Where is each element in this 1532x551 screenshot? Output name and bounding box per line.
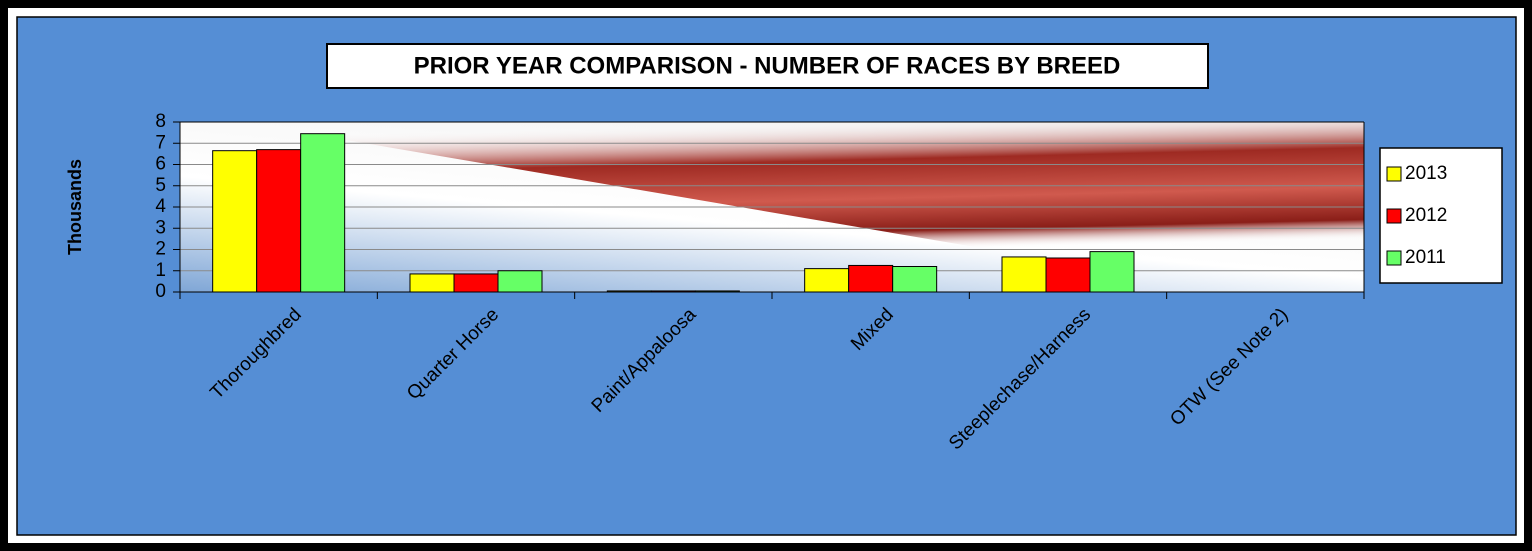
bar bbox=[606, 290, 652, 293]
bar bbox=[1001, 256, 1047, 293]
bar bbox=[694, 290, 740, 293]
legend-label: 2013 bbox=[1405, 163, 1447, 184]
bar bbox=[453, 273, 499, 293]
y-axis-label: Thousands bbox=[65, 159, 85, 255]
bar bbox=[409, 273, 455, 293]
bar bbox=[1089, 251, 1135, 293]
y-tick-label: 6 bbox=[155, 154, 166, 175]
legend-swatch bbox=[1386, 208, 1402, 224]
y-tick-label: 5 bbox=[155, 175, 166, 196]
bar bbox=[212, 150, 258, 293]
chart-title: PRIOR YEAR COMPARISON - NUMBER OF RACES … bbox=[414, 52, 1121, 79]
bar bbox=[1045, 257, 1091, 293]
bar bbox=[300, 133, 346, 293]
bar bbox=[650, 290, 696, 293]
y-tick-label: 2 bbox=[155, 239, 166, 260]
bar bbox=[848, 264, 894, 293]
legend-label: 2012 bbox=[1405, 205, 1447, 226]
bar bbox=[892, 266, 938, 293]
bar bbox=[256, 149, 302, 293]
y-tick-label: 0 bbox=[155, 281, 166, 302]
y-tick-label: 7 bbox=[155, 132, 166, 153]
legend-swatch bbox=[1386, 166, 1402, 182]
y-tick-label: 1 bbox=[155, 260, 166, 281]
bar bbox=[497, 270, 543, 293]
y-tick-label: 4 bbox=[155, 196, 166, 217]
legend-label: 2011 bbox=[1405, 247, 1446, 268]
y-tick-label: 3 bbox=[155, 217, 166, 238]
y-tick-label: 8 bbox=[155, 111, 166, 132]
title-box bbox=[326, 43, 1209, 89]
bar bbox=[804, 268, 850, 293]
legend-swatch bbox=[1386, 250, 1402, 266]
